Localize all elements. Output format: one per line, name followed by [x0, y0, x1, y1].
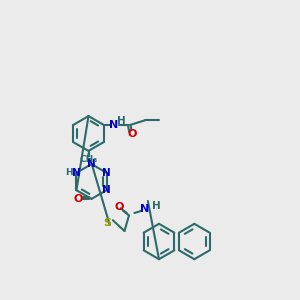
Text: N: N: [87, 159, 96, 169]
Text: O: O: [73, 194, 83, 204]
Text: O: O: [128, 129, 137, 139]
Text: N: N: [102, 168, 111, 178]
Text: O: O: [115, 202, 124, 212]
Text: H: H: [117, 116, 126, 126]
Text: S: S: [103, 218, 111, 228]
Text: H: H: [152, 201, 161, 211]
Text: N: N: [110, 120, 119, 130]
Text: N: N: [140, 203, 149, 214]
Text: CH₃: CH₃: [80, 155, 98, 164]
Text: H: H: [65, 168, 73, 177]
Text: N: N: [72, 168, 81, 178]
Text: N: N: [102, 185, 111, 195]
